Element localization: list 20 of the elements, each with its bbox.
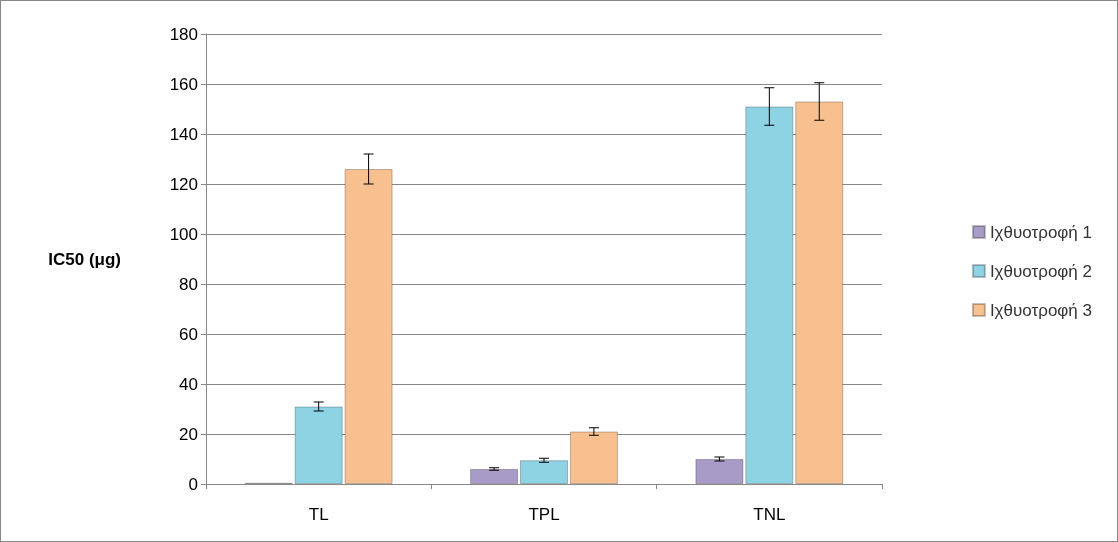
y-tick-label: 180 [169,24,198,44]
bar [569,431,618,484]
bar [520,460,568,484]
legend-label: Ιχθυοτροφή 2 [989,261,1092,281]
y-tick-label: 40 [179,374,198,394]
y-tick-label: 160 [169,74,198,94]
legend-label: Ιχθυοτροφή 3 [989,300,1092,320]
x-tick-label: TPL [528,505,560,524]
y-axis-title: IC50 (μg) [48,249,121,269]
y-tick-label: 80 [179,274,198,294]
y-tick-label: 100 [169,224,198,244]
y-tick-label: 140 [169,124,198,144]
y-tick-label: 60 [179,324,198,344]
legend-label: Ιχθυοτροφή 1 [989,222,1092,242]
bar [470,469,519,484]
y-tick-label: 120 [169,174,198,194]
x-tick-label: TNL [753,505,786,524]
x-tick-label: TL [308,505,329,524]
y-tick-label: 20 [179,424,198,444]
y-tick-label: 0 [188,474,198,494]
